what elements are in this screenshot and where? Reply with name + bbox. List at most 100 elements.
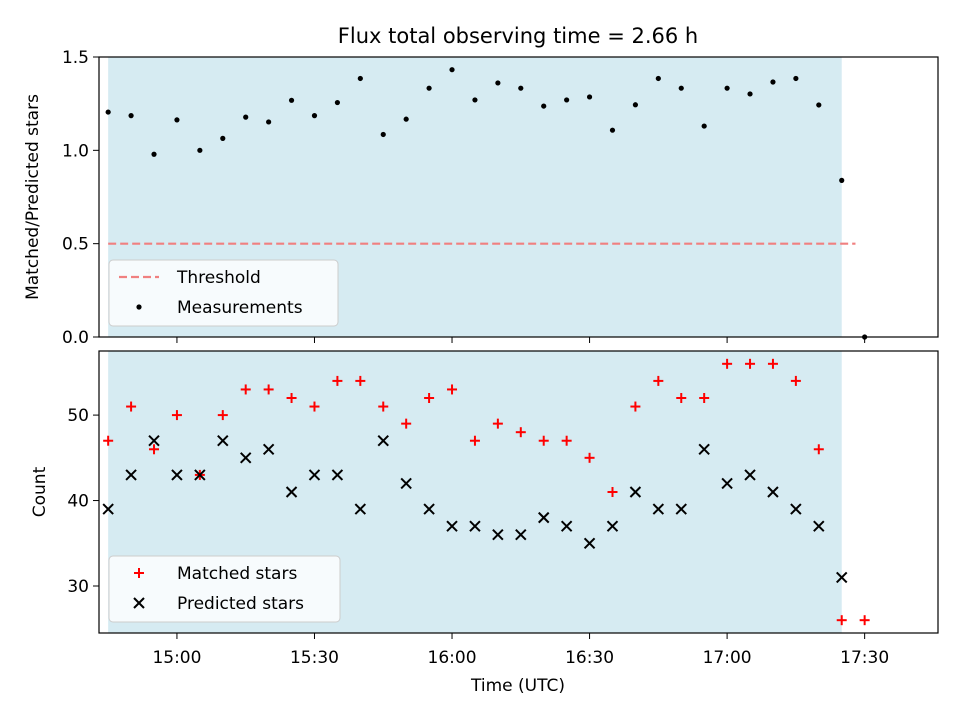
top-y-tick-label: 0.5 xyxy=(62,235,89,255)
matched-star-point xyxy=(332,375,343,386)
matched-star-point xyxy=(469,435,480,446)
measurement-point xyxy=(472,97,478,103)
measurement-point xyxy=(403,116,409,122)
measurement-point xyxy=(816,102,822,108)
measurement-point xyxy=(839,177,845,183)
measurement-point xyxy=(678,85,684,91)
predicted-star-point xyxy=(721,477,733,490)
bottom-legend: Matched stars Predicted stars xyxy=(108,555,341,623)
matched-star-point xyxy=(171,410,182,421)
measurement-point xyxy=(609,127,616,133)
matched-star-point xyxy=(653,375,664,386)
measurement-point xyxy=(632,102,639,108)
x-tick-label: 17:30 xyxy=(840,648,889,668)
bottom-panel: 30 40 50 15:00 15:30 16:00 16:30 17:00 17:30 Co… xyxy=(30,350,939,696)
matched-star-point xyxy=(584,452,595,463)
x-tick-label: 17:00 xyxy=(703,648,752,668)
matched-star-point xyxy=(103,435,114,446)
legend-matched-swatch xyxy=(134,568,144,578)
measurement-point xyxy=(266,119,272,125)
measurement-point xyxy=(426,85,432,91)
measurement-point xyxy=(449,67,455,73)
matched-star-point xyxy=(424,393,435,403)
matched-star-point xyxy=(217,410,228,421)
matched-star-point xyxy=(447,384,458,395)
predicted-star-point xyxy=(125,469,137,481)
predicted-star-point xyxy=(515,529,527,541)
matched-star-point xyxy=(492,418,503,429)
predicted-star-point xyxy=(560,520,573,532)
measurement-point xyxy=(770,79,776,85)
matched-star-point xyxy=(286,393,297,403)
measurement-point xyxy=(105,109,111,115)
predicted-star-point xyxy=(629,486,642,498)
matched-star-point xyxy=(240,384,251,395)
matched-star-point xyxy=(699,393,710,403)
predicted-star-point xyxy=(606,520,619,532)
predicted-star-point xyxy=(308,469,321,481)
matched-star-point xyxy=(859,615,870,626)
measurement-point xyxy=(793,75,799,82)
measurement-point xyxy=(747,91,753,97)
matched-star-point xyxy=(378,401,389,412)
legend-matched-label: Matched stars xyxy=(177,564,297,584)
bottom-y-tick-label: 50 xyxy=(67,406,89,426)
bottom-y-tick-label: 30 xyxy=(67,577,89,597)
predicted-star-point xyxy=(698,443,710,455)
top-legend-box xyxy=(108,259,339,327)
x-tick-label: 15:00 xyxy=(152,648,201,668)
measurement-point xyxy=(724,85,730,91)
top-y-tick-label: 1.5 xyxy=(62,48,89,68)
legend-measurements-swatch xyxy=(136,304,142,310)
matched-star-point xyxy=(561,435,572,446)
matched-star-point xyxy=(676,393,687,403)
bottom-plot-frame xyxy=(98,350,939,634)
x-tick-label: 15:30 xyxy=(290,648,339,668)
top-y-tick-label: 1.0 xyxy=(62,141,89,161)
measurement-point xyxy=(655,75,661,82)
matched-star-point xyxy=(790,375,801,386)
predicted-star-point xyxy=(538,511,550,524)
matched-star-point xyxy=(836,615,847,626)
x-tick-label: 16:30 xyxy=(565,648,614,668)
matched-star-point xyxy=(263,384,274,395)
predicted-star-point xyxy=(148,435,160,447)
predicted-star-point xyxy=(354,503,367,515)
measurement-point xyxy=(334,99,341,106)
bottom-y-tick-label: 40 xyxy=(67,492,89,512)
predicted-star-point xyxy=(423,503,435,515)
matched-star-point xyxy=(149,444,160,455)
legend-predicted-swatch xyxy=(133,597,145,609)
matched-star-point xyxy=(538,435,549,446)
x-tick-label: 16:00 xyxy=(428,648,477,668)
predicted-star-point xyxy=(469,520,481,532)
measurement-point xyxy=(586,94,593,100)
legend-threshold-label: Threshold xyxy=(176,268,261,288)
measurement-point xyxy=(288,97,295,103)
chart-title: Flux total observing time = 2.66 h xyxy=(338,24,698,48)
predicted-star-point xyxy=(400,477,412,490)
matched-star-point xyxy=(309,401,320,412)
predicted-star-point xyxy=(813,520,825,532)
predicted-star-point xyxy=(583,537,596,549)
predicted-star-point xyxy=(492,529,504,541)
top-y-axis-label: Matched/Predicted stars xyxy=(23,94,43,300)
predicted-star-point xyxy=(836,571,848,584)
measurement-point xyxy=(357,75,363,82)
measurement-point xyxy=(197,147,203,153)
predicted-star-point xyxy=(675,503,687,515)
matched-star-point xyxy=(355,375,366,386)
matched-star-point xyxy=(813,444,824,455)
measurement-point xyxy=(128,113,134,119)
matched-star-point xyxy=(767,358,778,369)
predicted-star-point xyxy=(240,452,252,464)
matched-star-point xyxy=(607,487,618,497)
predicted-star-point xyxy=(331,469,344,481)
predicted-star-point xyxy=(790,503,802,515)
predicted-star-point xyxy=(446,520,458,532)
bottom-legend-box xyxy=(108,555,341,623)
predicted-star-point xyxy=(171,469,183,481)
matched-star-point xyxy=(515,427,526,438)
predicted-star-point xyxy=(102,503,114,515)
